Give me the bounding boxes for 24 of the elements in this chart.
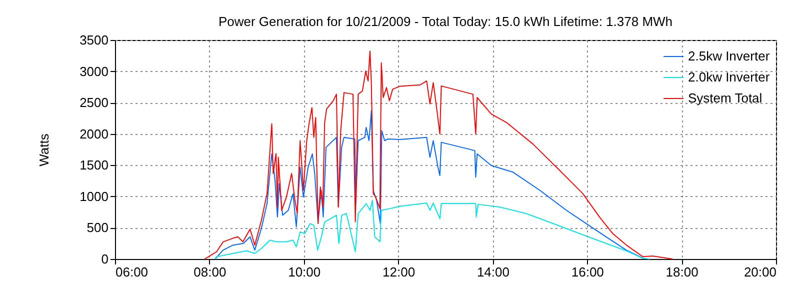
line-series: [214, 200, 650, 260]
y-tick-label: 2000: [80, 126, 108, 142]
x-tick-label: 06:00: [116, 264, 148, 280]
chart-title: Power Generation for 10/21/2009 - Total Today: 15.0 kWh Lifetime: 1.378 MWh: [218, 14, 673, 29]
y-tick-label: 1000: [80, 188, 108, 204]
line-series: [214, 110, 646, 260]
x-tick-label: 16:00: [571, 264, 604, 280]
y-tick-label: 500: [86, 220, 108, 236]
y-axis-title: Watts: [36, 133, 52, 166]
legend-label: 2.0kw Inverter: [688, 70, 770, 84]
x-tick-label: 12:00: [382, 264, 416, 280]
x-tick-label: 14:00: [476, 264, 510, 280]
legend-label: System Total: [688, 90, 762, 106]
y-tick-label: 1500: [80, 158, 108, 173]
y-tick-label: 3000: [80, 64, 108, 79]
x-tick-label: 08:00: [194, 264, 226, 280]
line-series: [204, 50, 674, 260]
x-tick-label: 10:00: [288, 264, 321, 280]
y-tick-label: 0: [101, 252, 108, 266]
legend-label: 2.5kw Inverter: [688, 48, 770, 64]
x-tick-label: 20:00: [744, 264, 776, 280]
y-tick-label: 3500: [80, 32, 108, 48]
y-tick-label: 2500: [80, 95, 108, 110]
x-tick-label: 18:00: [666, 264, 698, 280]
